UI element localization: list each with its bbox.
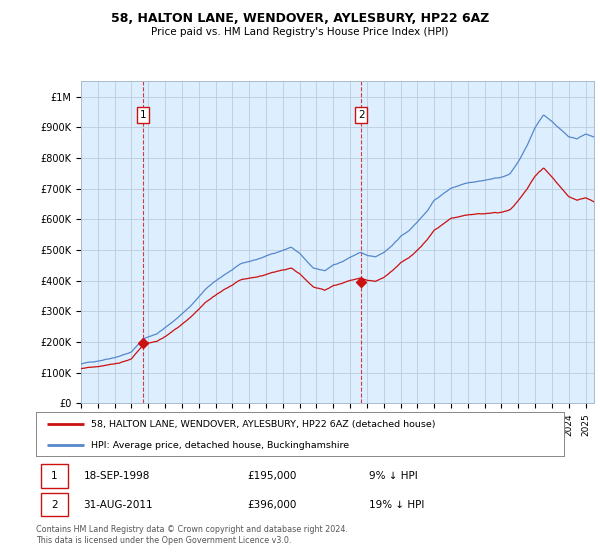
- Text: 2: 2: [358, 110, 365, 120]
- Text: 1: 1: [140, 110, 147, 120]
- Text: 19% ↓ HPI: 19% ↓ HPI: [368, 500, 424, 510]
- Text: Price paid vs. HM Land Registry's House Price Index (HPI): Price paid vs. HM Land Registry's House …: [151, 27, 449, 37]
- Text: HPI: Average price, detached house, Buckinghamshire: HPI: Average price, detached house, Buck…: [91, 441, 350, 450]
- FancyBboxPatch shape: [41, 464, 68, 488]
- Text: 9% ↓ HPI: 9% ↓ HPI: [368, 471, 418, 481]
- FancyBboxPatch shape: [41, 493, 68, 516]
- Text: 31-AUG-2011: 31-AUG-2011: [83, 500, 153, 510]
- Text: 1: 1: [51, 471, 58, 481]
- Text: 58, HALTON LANE, WENDOVER, AYLESBURY, HP22 6AZ (detached house): 58, HALTON LANE, WENDOVER, AYLESBURY, HP…: [91, 419, 436, 428]
- Text: Contains HM Land Registry data © Crown copyright and database right 2024.
This d: Contains HM Land Registry data © Crown c…: [36, 525, 348, 545]
- Text: 18-SEP-1998: 18-SEP-1998: [83, 471, 150, 481]
- Text: £195,000: £195,000: [247, 471, 296, 481]
- Text: 2: 2: [51, 500, 58, 510]
- Text: £396,000: £396,000: [247, 500, 296, 510]
- Text: 58, HALTON LANE, WENDOVER, AYLESBURY, HP22 6AZ: 58, HALTON LANE, WENDOVER, AYLESBURY, HP…: [111, 12, 489, 25]
